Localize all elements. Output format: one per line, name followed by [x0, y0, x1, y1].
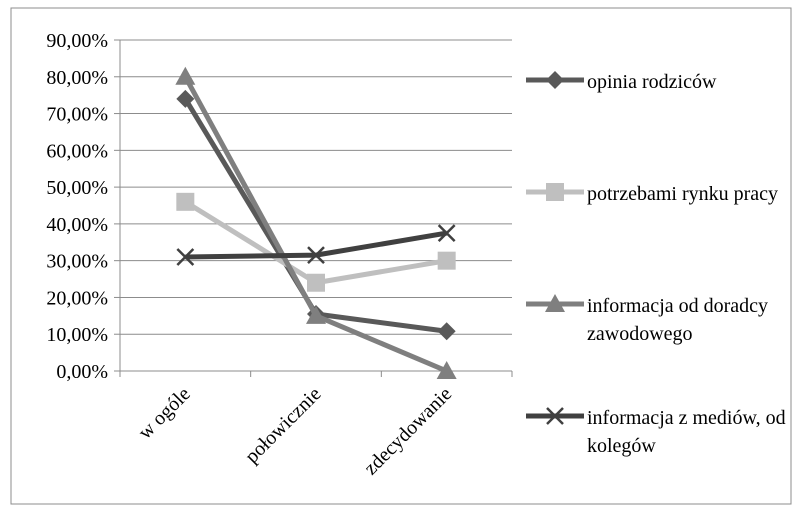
y-tick-label: 30,00% [46, 251, 108, 273]
series-3 [176, 224, 456, 266]
data-point-triangle [436, 361, 457, 379]
y-tick-label: 80,00% [46, 67, 108, 89]
y-tick-label: 0,00% [56, 361, 108, 383]
y-tick-label: 50,00% [46, 177, 108, 199]
data-point-diamond [437, 322, 456, 341]
data-point-triangle [175, 66, 196, 85]
y-tick-label: 10,00% [46, 324, 108, 346]
legend-swatch [526, 407, 584, 425]
data-point-triangle [545, 294, 565, 312]
data-point-diamond [546, 71, 564, 89]
data-point-square [176, 192, 195, 211]
legend-label: informacja z mediów, od kolegów [587, 407, 786, 457]
legend-swatch [526, 183, 584, 201]
legend-swatch [526, 294, 584, 312]
data-point-square [437, 251, 456, 270]
y-tick-label: 90,00% [46, 30, 108, 52]
data-point-square [546, 183, 564, 201]
series-2 [175, 66, 457, 379]
data-point-x [307, 246, 325, 265]
y-tick-label: 70,00% [46, 104, 108, 126]
y-tick-label: 40,00% [46, 214, 108, 236]
legend-label: potrzebami rynku pracy [587, 183, 779, 205]
y-tick-label: 60,00% [46, 140, 108, 162]
data-point-square [307, 273, 325, 292]
legend-swatch [526, 71, 584, 89]
legend-label: opinia rodziców [587, 71, 717, 93]
data-point-diamond [176, 89, 195, 108]
data-point-x [176, 248, 195, 266]
series-1 [176, 192, 456, 292]
data-point-triangle [306, 305, 326, 324]
series-group [175, 66, 457, 379]
data-point-x [546, 407, 564, 425]
y-axis-ticks: 0,00% 10,00% 20,00% 30,00% 40,00% 50,00% 60,00… [46, 30, 108, 383]
chart-border [10, 7, 792, 505]
data-point-x [437, 224, 456, 242]
legend-label: informacja od doradcy zawodowego [587, 295, 769, 345]
legend: opinia rodziców potrzebami rynku pracy i… [524, 0, 792, 510]
y-tick-label: 20,00% [46, 287, 108, 309]
